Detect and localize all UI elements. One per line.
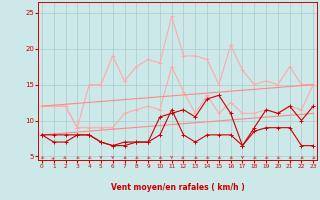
X-axis label: Vent moyen/en rafales ( km/h ): Vent moyen/en rafales ( km/h ) — [111, 183, 244, 192]
